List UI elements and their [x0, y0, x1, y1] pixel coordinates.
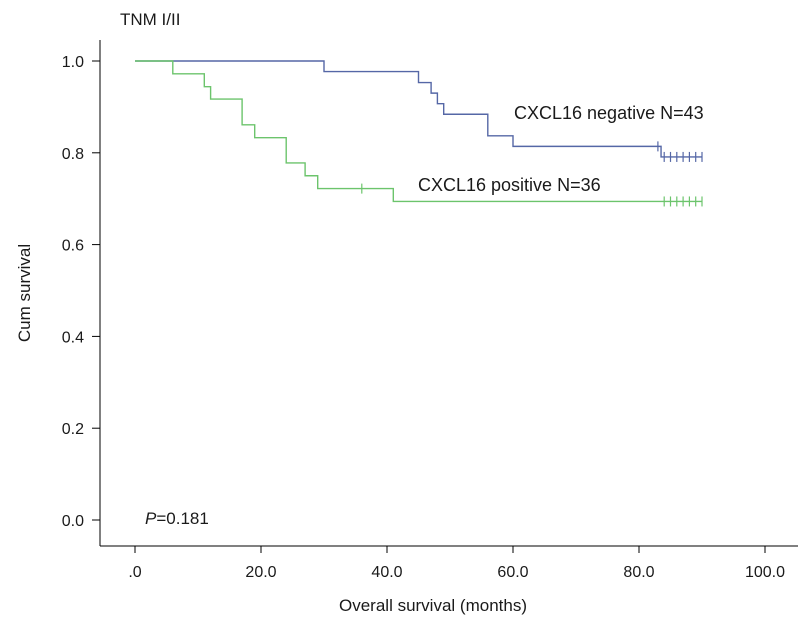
chart-title: TNM I/II — [120, 10, 180, 29]
series-label-negative: CXCL16 negative N=43 — [514, 103, 704, 123]
plot-area: 0.0 0.2 0.4 0.6 0.8 1.0 .0 20.0 40.0 60.0 80.0 100… — [62, 40, 798, 581]
p-value-prefix: P — [145, 509, 157, 528]
x-axis-ticks: .0 20.0 40.0 60.0 80.0 100.0 — [128, 546, 785, 581]
y-tick-label: 0.0 — [62, 513, 84, 530]
series-layer — [135, 60, 703, 207]
x-tick-label: 60.0 — [497, 564, 528, 581]
y-tick-label: 1.0 — [62, 54, 84, 71]
y-tick-label: 0.2 — [62, 421, 84, 438]
x-tick-label: 20.0 — [245, 564, 276, 581]
y-tick-label: 0.6 — [62, 238, 84, 255]
x-tick-label: 80.0 — [623, 564, 654, 581]
x-axis-title: Overall survival (months) — [339, 596, 527, 615]
y-axis-title: Cum survival — [15, 244, 34, 342]
p-value-annotation: P=0.181 — [145, 509, 209, 528]
series-line-negative — [135, 60, 702, 158]
series-label-positive: CXCL16 positive N=36 — [418, 175, 601, 195]
y-tick-label: 0.4 — [62, 329, 84, 346]
x-tick-label: 40.0 — [371, 564, 402, 581]
series-line-positive — [135, 60, 702, 203]
x-tick-label: 100.0 — [745, 564, 785, 581]
x-tick-label: .0 — [128, 564, 141, 581]
y-tick-label: 0.8 — [62, 146, 84, 163]
y-axis-ticks: 0.0 0.2 0.4 0.6 0.8 1.0 — [62, 54, 100, 530]
p-value-text: =0.181 — [156, 509, 208, 528]
